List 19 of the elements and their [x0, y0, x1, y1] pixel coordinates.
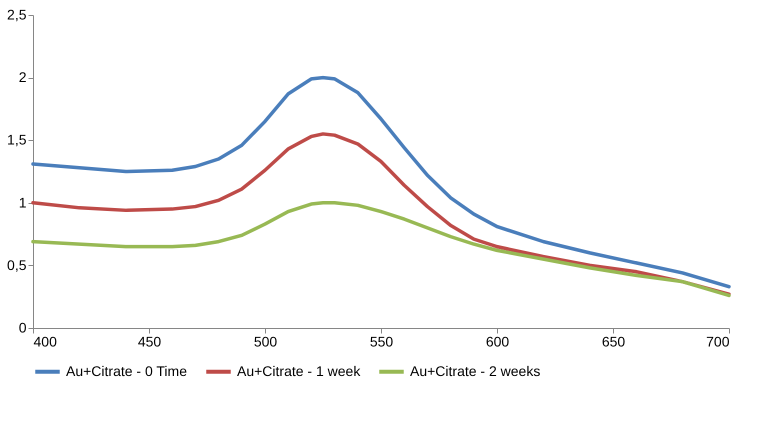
- x-tick-label: 650: [602, 334, 626, 350]
- x-tick-label: 450: [138, 334, 162, 350]
- x-tick-label: 500: [254, 334, 278, 350]
- y-tick-label: 0,5: [7, 256, 27, 273]
- y-tick-label: 0: [18, 320, 27, 336]
- x-tick-label: 550: [370, 334, 394, 350]
- y-tick-label: 1,5: [7, 132, 27, 148]
- line-series: [31, 76, 731, 288]
- line-series: [31, 132, 731, 296]
- x-tick-label: 700: [706, 334, 730, 350]
- x-tick-label: 400: [34, 334, 58, 350]
- legend-label: Au+Citrate - 1 week: [237, 362, 362, 379]
- legend-label: Au+Citrate - 2 weeks: [410, 362, 540, 379]
- y-tick-label: 2,5: [7, 6, 27, 22]
- y-tick-label: 1: [18, 194, 27, 210]
- x-tick-label: 600: [486, 334, 510, 350]
- legend-label: Au+Citrate - 0 Time: [66, 362, 188, 379]
- line-series: [31, 201, 731, 298]
- y-tick-label: 2: [18, 69, 27, 86]
